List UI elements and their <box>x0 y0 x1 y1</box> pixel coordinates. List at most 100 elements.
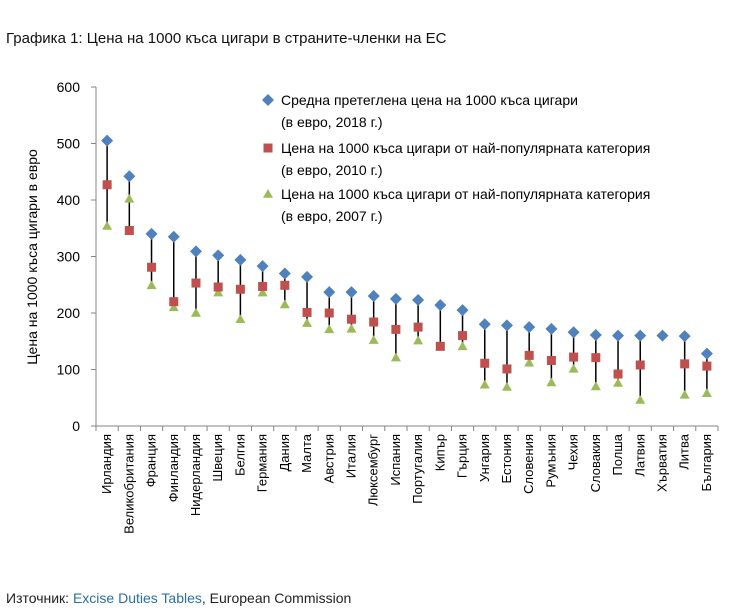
x-tick-label: Португалия <box>410 434 425 504</box>
marker-2018 <box>345 286 358 299</box>
marker-2007 <box>279 299 290 309</box>
x-tick-label: Словакия <box>588 434 603 492</box>
x-tick-label: Полша <box>610 433 625 475</box>
marker-2018 <box>145 227 158 240</box>
marker-2007 <box>479 379 490 389</box>
marker-2010 <box>435 341 445 351</box>
marker-2007 <box>368 335 379 344</box>
marker-2010 <box>147 262 157 272</box>
marker-2010 <box>702 361 712 371</box>
x-tick-label: Естония <box>499 434 514 484</box>
x-tick-label: Белгия <box>232 434 247 476</box>
marker-2007 <box>235 314 246 323</box>
legend-label: Средна претеглена цена на 1000 къса цига… <box>281 92 578 108</box>
x-tick-label: Люксембург <box>366 434 381 506</box>
x-tick-label: Испания <box>388 434 403 486</box>
legend-marker-2018 <box>262 94 274 106</box>
legend-label: (в евро, 2010 г.) <box>281 162 383 178</box>
legend-label: (в евро, 2007 г.) <box>281 208 383 224</box>
x-tick-label: България <box>699 434 714 491</box>
marker-2018 <box>589 329 602 342</box>
marker-2018 <box>234 253 247 266</box>
marker-2007 <box>546 377 557 387</box>
x-tick-labels: Ирландия Великобритания Франция Финландия Ни… <box>99 433 714 534</box>
x-tick-label: Германия <box>255 434 270 492</box>
legend-label: Цена на 1000 къса цигари от най-популярн… <box>281 140 650 156</box>
legend-marker-2010 <box>263 143 273 153</box>
marker-2018 <box>389 292 402 305</box>
marker-2018 <box>367 290 380 303</box>
marker-2018 <box>212 249 225 262</box>
y-tick-label: 0 <box>72 418 80 434</box>
marker-2010 <box>502 364 512 374</box>
figure-title: Графика 1: Цена на 1000 къса цигари в ст… <box>6 30 447 47</box>
marker-2010 <box>213 282 223 292</box>
x-tick-label: Словения <box>521 434 536 494</box>
marker-2018 <box>256 260 269 273</box>
x-tick-label: Румъния <box>543 434 558 488</box>
marker-2010 <box>680 359 690 369</box>
marker-2010 <box>413 322 423 332</box>
legend-label: Цена на 1000 къса цигари от най-популярн… <box>281 186 650 202</box>
marker-2007 <box>457 341 468 351</box>
marker-2010 <box>635 360 645 370</box>
x-tick-label: Дания <box>277 434 292 472</box>
marker-2007 <box>124 193 135 203</box>
marker-2010 <box>480 358 490 368</box>
marker-2018 <box>123 170 136 183</box>
marker-2007 <box>146 280 157 290</box>
marker-2018 <box>656 329 669 342</box>
source-prefix: Източник: <box>6 590 73 606</box>
marker-2007 <box>257 287 268 297</box>
price-range-lines <box>106 140 708 401</box>
price-chart: Цена на 1000 къса цигари в евро 0 100 200 3… <box>24 79 719 534</box>
marker-2010 <box>280 280 290 290</box>
marker-2018 <box>456 304 469 317</box>
marker-2018 <box>278 267 291 280</box>
source-link[interactable]: Excise Duties Tables <box>72 590 202 606</box>
legend-marker-2007 <box>263 189 273 198</box>
x-tick-label: Чехия <box>566 434 581 470</box>
x-tick-label: Италия <box>343 434 358 478</box>
x-tick-label: Ирландия <box>99 434 114 494</box>
marker-2018 <box>700 347 713 360</box>
x-tick-label: Латвия <box>632 434 647 477</box>
marker-2007 <box>213 287 224 297</box>
marker-2007 <box>302 318 313 327</box>
x-tick-label: Гърция <box>455 434 470 478</box>
x-tick-label: Унгария <box>477 434 492 482</box>
x-tick-label: Кипър <box>432 434 447 471</box>
axes: 0 100 200 300 400 500 600 <box>57 79 719 434</box>
marker-2007 <box>190 308 201 317</box>
x-tick-label: Австрия <box>321 434 336 483</box>
marker-2010 <box>324 308 334 318</box>
marker-2018 <box>301 270 314 283</box>
marker-2007 <box>324 324 335 334</box>
x-tick-label: Швеция <box>210 434 225 482</box>
marker-2010 <box>191 278 201 288</box>
source-suffix: , European Commission <box>201 590 352 606</box>
data-markers <box>101 134 713 404</box>
marker-2007 <box>613 378 624 387</box>
marker-2010 <box>546 355 556 365</box>
marker-2010 <box>124 226 134 236</box>
marker-2018 <box>678 330 691 343</box>
marker-2018 <box>412 294 425 307</box>
marker-2018 <box>478 318 491 331</box>
marker-2007 <box>168 302 179 312</box>
marker-2018 <box>545 322 558 335</box>
marker-2018 <box>612 329 625 342</box>
y-tick-label: 400 <box>57 192 81 208</box>
x-tick-label: Хърватия <box>654 434 669 492</box>
x-tick-label: Нидерландия <box>188 434 203 516</box>
marker-2007 <box>679 389 690 399</box>
y-tick-label: 600 <box>57 79 81 95</box>
legend-label: (в евро, 2018 г.) <box>281 114 383 130</box>
marker-2007 <box>590 381 601 391</box>
marker-2010 <box>391 324 401 334</box>
marker-2007 <box>635 395 646 404</box>
marker-2018 <box>189 245 202 258</box>
marker-2007 <box>701 388 712 397</box>
marker-2007 <box>501 382 512 391</box>
marker-2007 <box>390 352 401 362</box>
